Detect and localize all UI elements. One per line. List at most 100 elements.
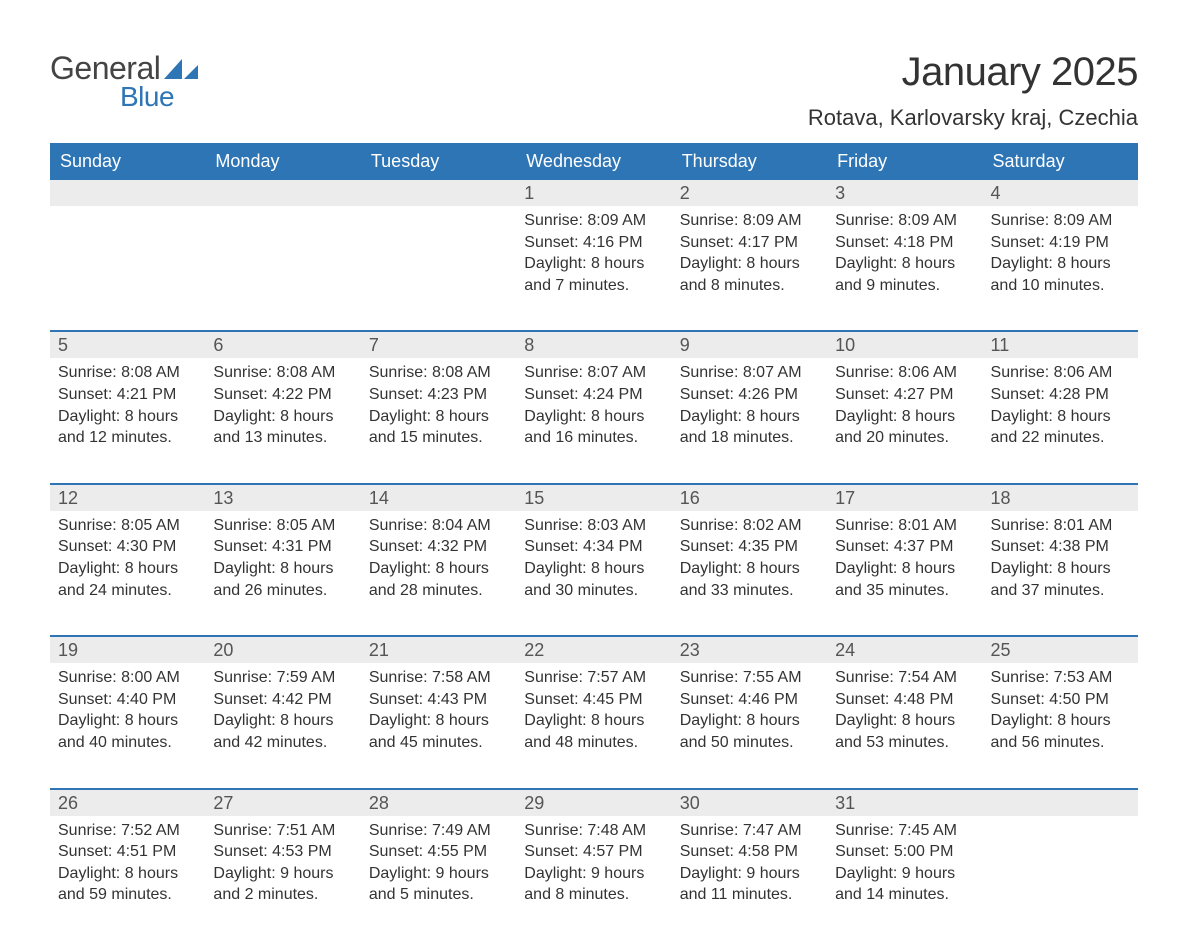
daylight-line2: and 11 minutes.	[680, 884, 819, 906]
weeks-container: 1Sunrise: 8:09 AMSunset: 4:16 PMDaylight…	[50, 180, 1138, 912]
day-header-monday: Monday	[205, 143, 360, 180]
sunset-text: Sunset: 4:57 PM	[524, 841, 663, 863]
daylight-line1: Daylight: 8 hours	[213, 710, 352, 732]
daylight-line1: Daylight: 8 hours	[680, 253, 819, 275]
week-row: 5Sunrise: 8:08 AMSunset: 4:21 PMDaylight…	[50, 330, 1138, 454]
daylight-line1: Daylight: 8 hours	[835, 558, 974, 580]
day-number: 7	[361, 332, 516, 358]
day-number: 13	[205, 485, 360, 511]
week-row: 26Sunrise: 7:52 AMSunset: 4:51 PMDayligh…	[50, 788, 1138, 912]
daylight-line1: Daylight: 8 hours	[835, 253, 974, 275]
sunset-text: Sunset: 4:21 PM	[58, 384, 197, 406]
sunrise-text: Sunrise: 7:47 AM	[680, 820, 819, 842]
daylight-line1: Daylight: 8 hours	[680, 710, 819, 732]
day-number: 3	[827, 180, 982, 206]
daylight-line1: Daylight: 8 hours	[58, 406, 197, 428]
daylight-line1: Daylight: 8 hours	[369, 710, 508, 732]
day-cell: 8Sunrise: 8:07 AMSunset: 4:24 PMDaylight…	[516, 332, 671, 454]
daylight-line1: Daylight: 8 hours	[524, 710, 663, 732]
day-detail: Sunrise: 7:45 AMSunset: 5:00 PMDaylight:…	[827, 816, 982, 912]
daylight-line1: Daylight: 8 hours	[58, 863, 197, 885]
day-detail: Sunrise: 7:47 AMSunset: 4:58 PMDaylight:…	[672, 816, 827, 912]
day-detail: Sunrise: 8:06 AMSunset: 4:27 PMDaylight:…	[827, 358, 982, 454]
daylight-line2: and 15 minutes.	[369, 427, 508, 449]
sunrise-text: Sunrise: 8:01 AM	[991, 515, 1130, 537]
sunrise-text: Sunrise: 7:49 AM	[369, 820, 508, 842]
logo-sail-icon	[164, 59, 198, 79]
sunrise-text: Sunrise: 8:05 AM	[213, 515, 352, 537]
daylight-line1: Daylight: 8 hours	[835, 406, 974, 428]
day-cell: 27Sunrise: 7:51 AMSunset: 4:53 PMDayligh…	[205, 790, 360, 912]
daylight-line1: Daylight: 8 hours	[213, 406, 352, 428]
daylight-line1: Daylight: 9 hours	[835, 863, 974, 885]
day-header-thursday: Thursday	[672, 143, 827, 180]
sunset-text: Sunset: 4:46 PM	[680, 689, 819, 711]
daylight-line1: Daylight: 8 hours	[369, 558, 508, 580]
day-detail: Sunrise: 8:09 AMSunset: 4:16 PMDaylight:…	[516, 206, 671, 302]
day-detail: Sunrise: 8:08 AMSunset: 4:22 PMDaylight:…	[205, 358, 360, 454]
sunrise-text: Sunrise: 8:07 AM	[680, 362, 819, 384]
day-number: 5	[50, 332, 205, 358]
day-detail: Sunrise: 8:01 AMSunset: 4:37 PMDaylight:…	[827, 511, 982, 607]
day-number: 11	[983, 332, 1138, 358]
day-detail: Sunrise: 7:59 AMSunset: 4:42 PMDaylight:…	[205, 663, 360, 759]
sunrise-text: Sunrise: 8:00 AM	[58, 667, 197, 689]
day-cell	[361, 180, 516, 302]
day-detail: Sunrise: 8:03 AMSunset: 4:34 PMDaylight:…	[516, 511, 671, 607]
daylight-line2: and 37 minutes.	[991, 580, 1130, 602]
day-number: 29	[516, 790, 671, 816]
sunrise-text: Sunrise: 8:08 AM	[58, 362, 197, 384]
day-number: 8	[516, 332, 671, 358]
day-number: 21	[361, 637, 516, 663]
sunset-text: Sunset: 4:18 PM	[835, 232, 974, 254]
daylight-line2: and 12 minutes.	[58, 427, 197, 449]
day-number: 15	[516, 485, 671, 511]
sunrise-text: Sunrise: 8:01 AM	[835, 515, 974, 537]
day-detail: Sunrise: 8:08 AMSunset: 4:21 PMDaylight:…	[50, 358, 205, 454]
sunset-text: Sunset: 4:45 PM	[524, 689, 663, 711]
daylight-line2: and 35 minutes.	[835, 580, 974, 602]
sunset-text: Sunset: 4:32 PM	[369, 536, 508, 558]
day-cell: 28Sunrise: 7:49 AMSunset: 4:55 PMDayligh…	[361, 790, 516, 912]
daylight-line2: and 8 minutes.	[680, 275, 819, 297]
sunset-text: Sunset: 4:37 PM	[835, 536, 974, 558]
day-cell: 9Sunrise: 8:07 AMSunset: 4:26 PMDaylight…	[672, 332, 827, 454]
day-cell: 22Sunrise: 7:57 AMSunset: 4:45 PMDayligh…	[516, 637, 671, 759]
daylight-line2: and 8 minutes.	[524, 884, 663, 906]
daylight-line2: and 45 minutes.	[369, 732, 508, 754]
day-cell: 6Sunrise: 8:08 AMSunset: 4:22 PMDaylight…	[205, 332, 360, 454]
sunrise-text: Sunrise: 7:55 AM	[680, 667, 819, 689]
day-detail: Sunrise: 8:02 AMSunset: 4:35 PMDaylight:…	[672, 511, 827, 607]
day-cell: 21Sunrise: 7:58 AMSunset: 4:43 PMDayligh…	[361, 637, 516, 759]
daylight-line1: Daylight: 8 hours	[680, 558, 819, 580]
daylight-line2: and 48 minutes.	[524, 732, 663, 754]
sunset-text: Sunset: 4:26 PM	[680, 384, 819, 406]
daylight-line2: and 30 minutes.	[524, 580, 663, 602]
day-detail: Sunrise: 8:00 AMSunset: 4:40 PMDaylight:…	[50, 663, 205, 759]
location: Rotava, Karlovarsky kraj, Czechia	[808, 105, 1138, 131]
daylight-line1: Daylight: 8 hours	[369, 406, 508, 428]
daylight-line1: Daylight: 8 hours	[524, 253, 663, 275]
day-detail: Sunrise: 7:55 AMSunset: 4:46 PMDaylight:…	[672, 663, 827, 759]
daylight-line1: Daylight: 8 hours	[991, 406, 1130, 428]
day-detail: Sunrise: 7:54 AMSunset: 4:48 PMDaylight:…	[827, 663, 982, 759]
sunset-text: Sunset: 4:58 PM	[680, 841, 819, 863]
day-number: 25	[983, 637, 1138, 663]
daylight-line1: Daylight: 9 hours	[213, 863, 352, 885]
daylight-line1: Daylight: 9 hours	[680, 863, 819, 885]
sunrise-text: Sunrise: 8:06 AM	[991, 362, 1130, 384]
day-detail: Sunrise: 8:06 AMSunset: 4:28 PMDaylight:…	[983, 358, 1138, 454]
day-cell	[50, 180, 205, 302]
sunset-text: Sunset: 4:53 PM	[213, 841, 352, 863]
sunset-text: Sunset: 4:48 PM	[835, 689, 974, 711]
sunrise-text: Sunrise: 8:08 AM	[369, 362, 508, 384]
daylight-line1: Daylight: 8 hours	[835, 710, 974, 732]
day-detail: Sunrise: 8:01 AMSunset: 4:38 PMDaylight:…	[983, 511, 1138, 607]
day-number: 30	[672, 790, 827, 816]
sunset-text: Sunset: 4:34 PM	[524, 536, 663, 558]
day-cell: 11Sunrise: 8:06 AMSunset: 4:28 PMDayligh…	[983, 332, 1138, 454]
day-cell: 17Sunrise: 8:01 AMSunset: 4:37 PMDayligh…	[827, 485, 982, 607]
day-cell: 31Sunrise: 7:45 AMSunset: 5:00 PMDayligh…	[827, 790, 982, 912]
sunset-text: Sunset: 4:51 PM	[58, 841, 197, 863]
daylight-line2: and 9 minutes.	[835, 275, 974, 297]
